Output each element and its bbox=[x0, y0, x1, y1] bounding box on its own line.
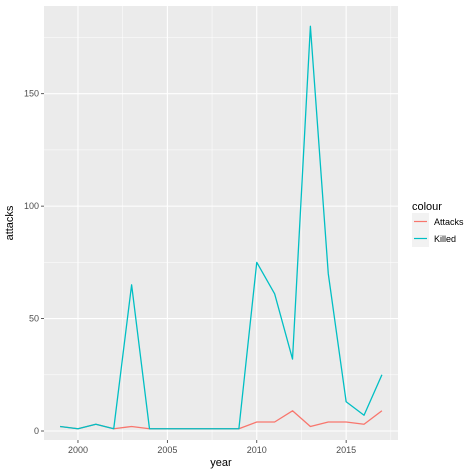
x-tick-label: 2005 bbox=[157, 445, 177, 455]
y-tick-label: 0 bbox=[34, 426, 39, 436]
y-tick-label: 150 bbox=[24, 89, 39, 99]
y-tick-50: 50 bbox=[29, 314, 44, 324]
y-tick-label: 100 bbox=[24, 201, 39, 211]
legend-item-attacks: Attacks bbox=[412, 213, 464, 230]
x-tick-label: 2010 bbox=[247, 445, 267, 455]
plot-panel bbox=[44, 6, 398, 440]
legend-label-killed: Killed bbox=[434, 234, 456, 244]
x-tick-2000: 2000 bbox=[68, 440, 88, 455]
major-gridlines bbox=[44, 6, 398, 440]
y-tick-150: 150 bbox=[24, 89, 44, 99]
legend-item-killed: Killed bbox=[412, 230, 456, 247]
x-tick-label: 2015 bbox=[336, 445, 356, 455]
y-tick-100: 100 bbox=[24, 201, 44, 211]
legend-label-attacks: Attacks bbox=[434, 217, 464, 227]
y-tick-label: 50 bbox=[29, 314, 39, 324]
x-tick-2015: 2015 bbox=[336, 440, 356, 455]
y-axis-title: attacks bbox=[4, 205, 16, 240]
x-axis-title: year bbox=[210, 457, 232, 469]
series-lines bbox=[60, 25, 383, 430]
legend-title: colour bbox=[412, 201, 442, 213]
x-tick-2005: 2005 bbox=[157, 440, 177, 455]
y-axis: 0 50 100 150 bbox=[24, 89, 44, 436]
series-line-killed bbox=[60, 25, 383, 430]
legend: colour Attacks Killed bbox=[412, 201, 464, 247]
x-tick-label: 2000 bbox=[68, 445, 88, 455]
x-tick-2010: 2010 bbox=[247, 440, 267, 455]
y-tick-0: 0 bbox=[34, 426, 44, 436]
minor-gridlines bbox=[44, 6, 398, 440]
x-axis: 2000 2005 2010 2015 bbox=[68, 440, 356, 455]
